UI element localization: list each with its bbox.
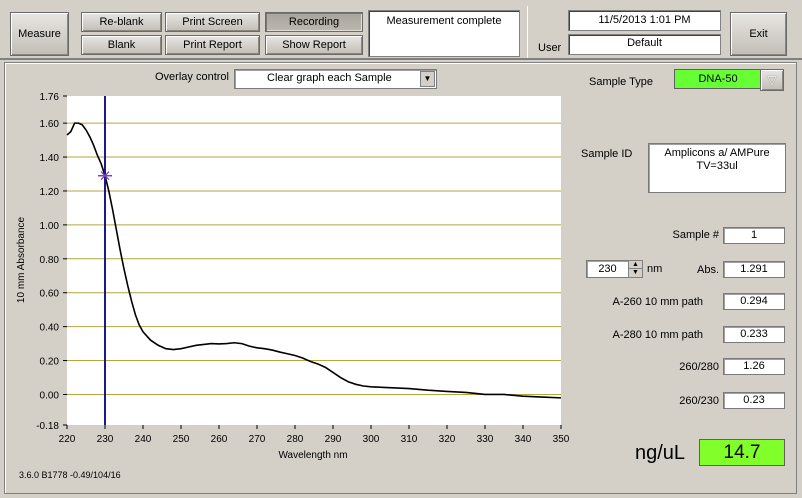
concentration-label: ng/uL [635,442,686,464]
y-tick-label: 1.60 [40,119,60,130]
abs-label: Abs. [696,264,719,276]
spin-down-icon[interactable]: ▼ [632,269,639,276]
y-tick-label: 1.76 [40,92,60,103]
x-tick-label: 250 [173,434,190,445]
sample-type-value: DNA-50 [698,73,738,85]
overlay-control-value: Clear graph each Sample [267,72,392,84]
a280-label: A-280 10 mm path [612,329,704,341]
recording-toggle[interactable]: Recording [265,12,363,32]
a280-value: 0.233 [723,326,785,343]
ratio-260-230-label: 260/230 [679,395,719,407]
sample-id-line2: TV=33ul [696,160,738,172]
y-tick-label: 0.80 [40,255,60,266]
overlay-control-select[interactable]: Clear graph each Sample ▼ [234,69,437,89]
x-tick-label: 280 [287,434,304,445]
axis-ticks: 1.76 1.60 1.40 1.20 1.00 0.80 0.60 0.40 0.20 0.00… [36,92,570,445]
y-tick-label: 0.60 [40,289,60,300]
show-report-button[interactable]: Show Report [265,35,363,55]
lambda-input[interactable]: 230 [586,260,628,278]
x-tick-label: 330 [477,434,494,445]
sample-type-field[interactable]: DNA-50 [674,69,762,89]
sample-number-value: 1 [723,227,785,244]
reblank-button[interactable]: Re-blank [81,12,162,32]
status-message: Measurement complete [368,10,520,57]
absorbance-chart: 1.76 1.60 1.40 1.20 1.00 0.80 0.60 0.40 0.20 0.00… [16,92,570,461]
y-tick-label: 0.20 [40,357,60,368]
overlay-control-label: Overlay control [155,71,229,83]
x-tick-label: 290 [325,434,342,445]
plot-area [67,96,561,425]
chevron-down-icon[interactable]: ▼ [420,71,435,87]
exit-button[interactable]: Exit [730,12,787,56]
y-tick-label: 0.40 [40,323,60,334]
ratio-260-230-value: 0.23 [723,392,785,409]
version-text: 3.6.0 B1778 -0.49/104/16 [19,470,121,480]
datetime-display: 11/5/2013 1:01 PM [568,10,721,31]
x-axis-label: Wavelength nm [278,450,347,461]
nm-unit-label: nm [647,263,663,275]
a260-value: 0.294 [723,293,785,310]
concentration-value: 14.7 [699,439,785,466]
sample-type-dropdown-icon[interactable]: ▽ [760,69,784,91]
x-tick-label: 340 [515,434,532,445]
sample-id-line1: Amplicons a/ AMPure [664,147,770,159]
a260-label: A-260 10 mm path [612,296,704,308]
y-tick-label: 1.40 [40,153,60,164]
x-tick-label: 240 [135,434,152,445]
measure-button[interactable]: Measure [10,12,69,56]
ratio-260-280-value: 1.26 [723,358,785,375]
y-tick-label: -0.18 [36,421,59,432]
blank-button[interactable]: Blank [81,35,162,55]
x-tick-label: 220 [59,434,76,445]
main-panel [4,62,797,494]
user-label: User [538,42,562,54]
print-report-button[interactable]: Print Report [165,35,260,55]
toolbar: Measure Re-blank Blank Print Screen Prin… [0,0,802,60]
abs-value: 1.291 [723,261,785,278]
x-tick-label: 300 [363,434,380,445]
cursor-marker-icon[interactable] [98,171,112,181]
spin-up-icon[interactable]: ▲ [629,261,642,269]
ratio-260-280-label: 260/280 [679,361,719,373]
sample-id-label: Sample ID [581,148,633,160]
sample-number-label: Sample # [672,229,719,241]
x-tick-label: 230 [97,434,114,445]
sample-id-field[interactable]: Amplicons a/ AMPure TV=33ul [648,143,786,193]
toolbar-divider [527,6,528,58]
y-tick-label: 1.20 [40,187,60,198]
y-axis-label: 10 mm Absorbance [16,216,27,303]
y-tick-label: 1.00 [40,221,60,232]
x-tick-label: 350 [553,434,570,445]
x-tick-label: 320 [439,434,456,445]
print-screen-button[interactable]: Print Screen [165,12,260,32]
sample-type-label: Sample Type [589,76,654,88]
x-tick-label: 260 [211,434,228,445]
y-tick-label: 0.00 [40,390,60,401]
x-tick-label: 310 [401,434,418,445]
lambda-spinner[interactable]: ▲ ▼ [628,260,643,278]
user-field[interactable]: Default [568,34,721,55]
x-tick-label: 270 [249,434,266,445]
